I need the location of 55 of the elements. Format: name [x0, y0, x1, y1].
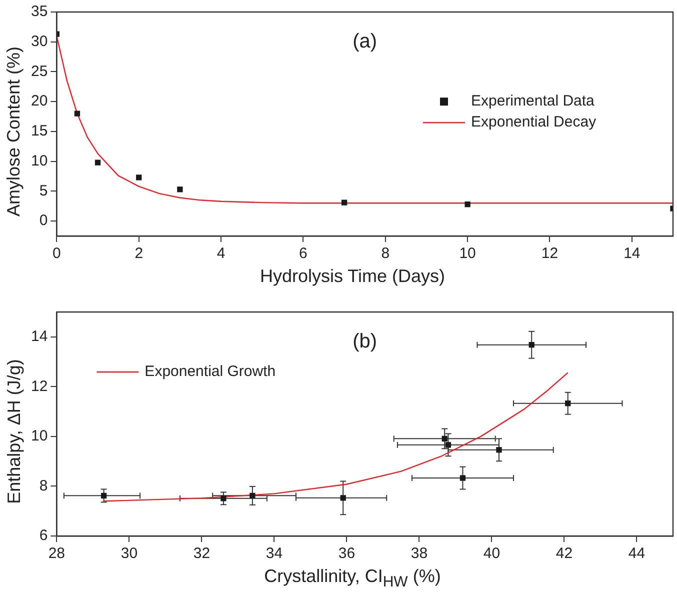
y-axis-title: Amylose Content (%)	[4, 46, 24, 216]
legend-label: Exponential Decay	[471, 114, 597, 131]
x-tick-label: 38	[410, 545, 428, 562]
legend-label: Experimental Data	[471, 92, 596, 110]
y-tick-label: 14	[30, 328, 48, 346]
x-tick-label: 36	[338, 545, 356, 562]
y-tick-label: 6	[39, 527, 48, 544]
y-tick-label: 0	[39, 212, 48, 230]
x-tick-label: 4	[216, 245, 226, 262]
y-axis-title: Enthalpy, ΔH (J/g)	[4, 358, 24, 504]
x-tick-label: 10	[459, 245, 476, 262]
point	[496, 447, 502, 453]
point	[220, 496, 226, 502]
point	[177, 186, 183, 192]
legend-label: Exponential Growth	[144, 363, 276, 380]
point	[100, 492, 107, 499]
x-tick-label: 6	[299, 245, 308, 262]
y-tick-label: 15	[30, 122, 48, 140]
y-tick-label: 30	[30, 33, 48, 50]
y-tick-label: 5	[39, 182, 48, 200]
point	[136, 174, 142, 180]
x-tick-label: 32	[193, 545, 210, 562]
x-tick-label: 14	[624, 245, 640, 262]
annotation: (b)	[352, 330, 378, 353]
y-tick-label: 20	[30, 92, 48, 110]
x-axis-title: Crystallinity, CI$_{HW}$ (%)	[263, 566, 442, 591]
point	[442, 436, 448, 442]
x-tick-label: 42	[556, 545, 573, 562]
y-tick-label: 8	[39, 477, 48, 494]
x-tick-label: 12	[541, 245, 558, 262]
x-tick-label: 30	[120, 545, 138, 562]
point	[341, 200, 348, 206]
y-tick-label: 25	[30, 62, 48, 80]
y-tick-label: 12	[30, 378, 48, 395]
point	[94, 160, 101, 166]
x-tick-label: 34	[266, 545, 283, 562]
x-tick-label: 0	[52, 245, 61, 262]
annotation: (a)	[352, 30, 378, 53]
point	[340, 495, 346, 501]
y-tick-label: 10	[30, 428, 48, 445]
x-tick-label: 8	[381, 245, 390, 262]
x-tick-label: 44	[628, 545, 646, 562]
point	[460, 475, 466, 481]
x-tick-label: 28	[48, 545, 66, 562]
y-tick-label: 10	[30, 152, 48, 170]
point	[565, 400, 571, 406]
x-tick-label: 40	[483, 545, 500, 562]
point	[445, 442, 452, 448]
x-tick-label: 2	[134, 245, 144, 262]
point	[528, 342, 534, 348]
point	[250, 492, 256, 499]
point	[464, 202, 470, 208]
point	[74, 110, 80, 116]
x-axis-title: Hydrolysis Time (Days)	[258, 266, 446, 287]
y-tick-label: 35	[30, 3, 48, 20]
